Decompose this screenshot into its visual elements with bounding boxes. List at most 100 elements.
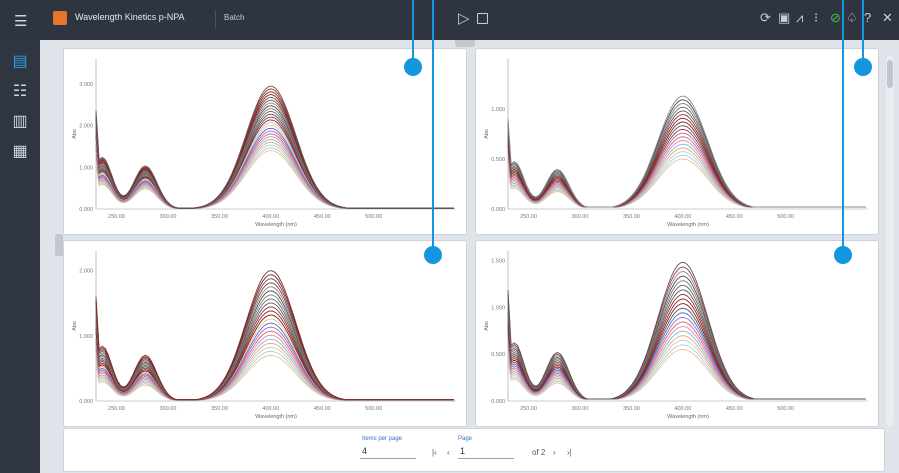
menu-icon[interactable]: ☰ — [14, 13, 28, 30]
page-input-underline — [458, 458, 514, 459]
spectrum-trace — [507, 307, 866, 400]
y-tick-label: 0.000 — [79, 399, 93, 405]
x-tick-label: 500.00 — [777, 406, 794, 412]
x-tick-label: 250.00 — [520, 214, 537, 220]
y-tick-label: 0.000 — [491, 399, 505, 405]
spectrum-trace — [95, 85, 454, 209]
pagination-bar: Items per page 4 |‹ ‹ Page 1 of 2 › ›| — [63, 428, 885, 472]
x-tick-label: 400.00 — [674, 214, 691, 220]
y-tick-label: 1.500 — [491, 258, 505, 264]
top-collapse-handle[interactable] — [455, 40, 475, 47]
report-icon[interactable]: ▤ — [12, 53, 28, 70]
play-icon[interactable]: ▷ — [458, 10, 470, 27]
y-axis-label: Abs — [72, 321, 78, 331]
prev-page-icon[interactable]: ‹ — [447, 448, 450, 457]
scrollbar-thumb[interactable] — [887, 60, 893, 88]
callout-line-3 — [842, 0, 844, 250]
spectrum-trace — [95, 91, 454, 209]
page-label: Page — [458, 436, 473, 442]
items-per-page-select[interactable]: 4 — [362, 446, 368, 456]
spectrum-trace — [507, 95, 866, 208]
y-tick-label: 3.000 — [79, 82, 93, 88]
callout-line-2 — [432, 0, 434, 250]
close-icon[interactable]: ✕ — [882, 10, 893, 25]
side-collapse-handle[interactable] — [55, 234, 63, 256]
y-tick-label: 1.000 — [79, 334, 93, 340]
spectrum-trace — [95, 96, 454, 209]
spectrum-chart-2: 0.000 0.500 1.000 250.00 300.00 350.00 400.00 4… — [484, 59, 868, 228]
items-per-page-underline — [360, 458, 416, 459]
spectrum-trace — [507, 275, 866, 400]
x-tick-label: 450.00 — [726, 214, 743, 220]
image-icon[interactable]: ▣ — [778, 10, 791, 25]
chart-panel-1: 0.000 1.000 2.000 3.000 250.00 300.00 350.00 40… — [63, 48, 467, 235]
x-tick-label: 250.00 — [108, 406, 125, 412]
x-axis-label: Wavelength (nm) — [255, 222, 297, 228]
spectrum-trace — [95, 278, 454, 401]
spectrum-chart-3: 0.000 1.000 2.000 250.00 300.00 350.00 400.00 4… — [72, 251, 456, 420]
spectrum-trace — [95, 102, 454, 209]
divider — [215, 10, 216, 28]
spectrum-trace — [95, 116, 454, 209]
scrollbar[interactable] — [886, 56, 894, 426]
callout-dot-3 — [834, 246, 852, 264]
y-tick-label: 1.000 — [491, 305, 505, 311]
x-tick-label: 500.00 — [777, 214, 794, 220]
chart-icon[interactable]: ⩘ — [796, 10, 804, 25]
filter-icon[interactable]: ☷ — [12, 83, 28, 100]
stop-icon[interactable] — [477, 13, 488, 24]
spectrum-trace — [507, 132, 866, 208]
spectrum-trace — [95, 113, 454, 209]
spectrum-trace — [95, 122, 454, 209]
x-tick-label: 500.00 — [365, 214, 382, 220]
x-tick-label: 450.00 — [726, 406, 743, 412]
batch-label[interactable]: Batch — [224, 13, 245, 22]
chart-panel-2: 0.000 0.500 1.000 250.00 300.00 350.00 400.00 4… — [475, 48, 879, 235]
x-tick-label: 300.00 — [160, 214, 177, 220]
y-tick-label: 0.500 — [491, 352, 505, 358]
spectrum-chart-4: 0.000 0.500 1.000 1.500 250.00 300.00 350.00 40… — [484, 251, 868, 420]
x-tick-label: 500.00 — [365, 406, 382, 412]
last-page-icon[interactable]: ›| — [567, 448, 572, 457]
next-page-icon[interactable]: › — [553, 448, 556, 457]
x-tick-label: 350.00 — [623, 406, 640, 412]
spectrum-trace — [95, 270, 454, 401]
callout-dot-2 — [424, 246, 442, 264]
page-count: of 2 — [532, 448, 546, 457]
page-input[interactable]: 1 — [460, 446, 466, 456]
x-tick-label: 300.00 — [572, 214, 589, 220]
spectrum-trace — [507, 117, 866, 208]
x-axis-label: Wavelength (nm) — [667, 414, 709, 420]
link-icon[interactable]: ⊘ — [830, 10, 841, 25]
y-tick-label: 0.000 — [79, 207, 93, 213]
x-axis-label: Wavelength (nm) — [255, 414, 297, 420]
y-tick-label: 1.000 — [79, 165, 93, 171]
first-page-icon[interactable]: |‹ — [432, 448, 437, 457]
clipboard-icon[interactable]: ▦ — [12, 143, 28, 160]
x-tick-label: 350.00 — [623, 214, 640, 220]
help-icon[interactable]: ? — [864, 10, 872, 25]
x-tick-label: 250.00 — [108, 214, 125, 220]
y-tick-label: 2.000 — [79, 124, 93, 130]
spectrum-trace — [507, 121, 866, 208]
info-icon[interactable]: ⁝ — [814, 10, 819, 25]
y-tick-label: 0.500 — [491, 157, 505, 163]
x-tick-label: 250.00 — [520, 406, 537, 412]
spectrum-trace — [507, 284, 866, 400]
items-per-page-label: Items per page — [362, 436, 403, 442]
x-axis-label: Wavelength (nm) — [667, 222, 709, 228]
spectrum-trace — [95, 99, 454, 209]
y-axis-label: Abs — [484, 129, 490, 139]
refresh-icon[interactable]: ⟳ — [760, 10, 771, 25]
callout-line-1 — [412, 0, 414, 62]
x-tick-label: 350.00 — [211, 406, 228, 412]
sidebar: ▤ ☷ ▥ ▦ — [0, 40, 40, 473]
bell-icon[interactable]: ♤ — [846, 10, 858, 25]
y-tick-label: 0.000 — [491, 207, 505, 213]
spectrum-trace — [507, 261, 866, 400]
x-tick-label: 400.00 — [674, 406, 691, 412]
app-logo — [53, 11, 67, 25]
map-icon[interactable]: ▥ — [12, 113, 28, 130]
spectrum-trace — [95, 110, 454, 209]
x-tick-label: 350.00 — [211, 214, 228, 220]
